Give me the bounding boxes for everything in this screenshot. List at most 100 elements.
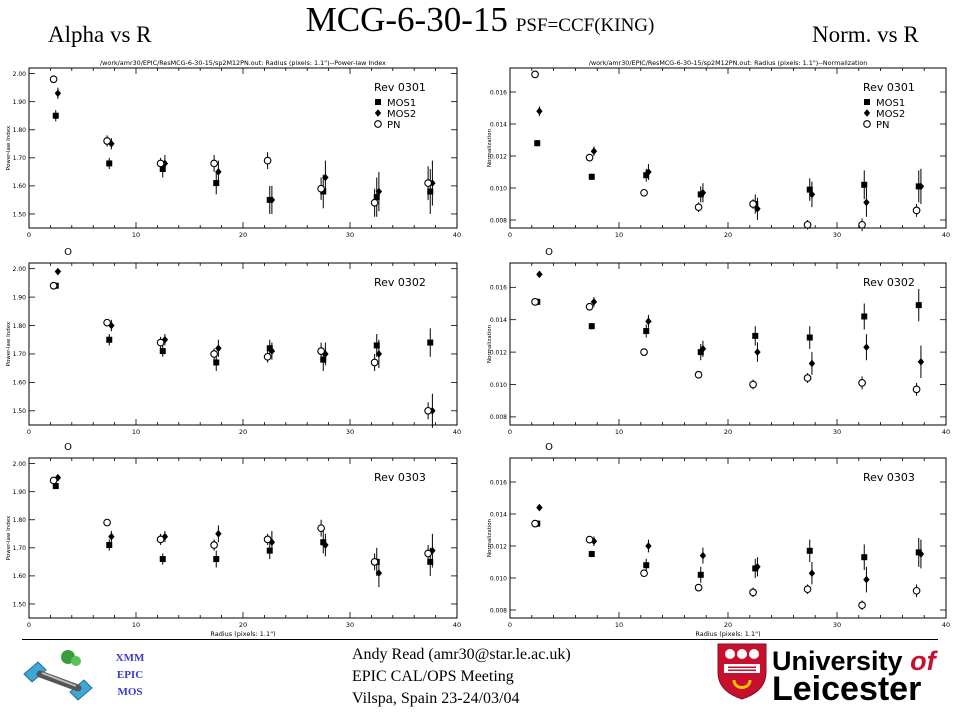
data-point (915, 302, 922, 309)
data-point (694, 583, 703, 592)
data-point (54, 89, 62, 98)
data-point (917, 550, 925, 558)
data-point (640, 569, 648, 578)
panel-label: Rev 0301 (374, 81, 426, 94)
badge-line: XMM (115, 652, 145, 664)
data-point (373, 342, 380, 349)
legend-label: MOS2 (387, 109, 416, 120)
data-point (697, 571, 704, 578)
series-pn (49, 281, 432, 420)
corner-mark: O (545, 247, 553, 258)
xmm-epic-mos-badge: XMM EPIC MOS (104, 650, 156, 701)
y-tick-label: 1.60 (13, 183, 27, 190)
data-point (210, 350, 218, 358)
legend-label: MOS1 (387, 98, 416, 109)
data-point (915, 549, 922, 556)
data-point (858, 220, 866, 229)
data-point (806, 547, 813, 554)
series-mos1 (52, 483, 434, 576)
data-point (806, 334, 813, 341)
satellite-logo (23, 650, 93, 701)
y-tick-label: 0.012 (490, 543, 507, 550)
x-tick-label: 0 (27, 231, 31, 239)
data-point (863, 198, 870, 207)
data-point (210, 159, 218, 168)
x-tick-label: 30 (833, 428, 841, 436)
y-tick-label: 0.008 (490, 607, 507, 614)
x-tick-label: 10 (132, 231, 140, 239)
slide-title: MCG-6-30-15 PSF=CCF(KING) (0, 0, 960, 40)
legend-label: MOS1 (876, 98, 905, 109)
crest-shield-icon (717, 643, 767, 700)
data-point (215, 344, 222, 353)
data-point (588, 173, 595, 180)
x-tick-label: 30 (833, 621, 841, 629)
y-tick-label: 0.010 (490, 185, 507, 192)
x-tick-label: 10 (132, 621, 140, 629)
data-point (754, 348, 761, 356)
data-point (534, 140, 541, 147)
data-point (103, 137, 111, 145)
data-point (263, 535, 272, 544)
y-tick-label: 1.70 (13, 545, 27, 552)
data-point (912, 206, 921, 215)
data-point (424, 406, 432, 415)
y-axis-label: Power-law Index (6, 515, 12, 560)
x-tick-label: 20 (239, 231, 247, 239)
data-point (156, 159, 165, 168)
x-tick-label: 20 (724, 621, 732, 629)
data-point (808, 569, 816, 577)
data-point (699, 189, 707, 197)
corner-mark: O (64, 247, 72, 258)
data-point (159, 348, 166, 355)
data-point (103, 318, 111, 327)
data-point (322, 173, 329, 182)
data-point (697, 191, 704, 198)
data-point (752, 332, 759, 339)
data-point (536, 503, 543, 512)
data-point (536, 270, 543, 279)
data-point (749, 588, 757, 597)
data-point (917, 358, 925, 366)
data-point (588, 323, 595, 330)
data-point (266, 547, 273, 554)
data-point (754, 205, 761, 213)
y-tick-label: 2.00 (13, 266, 27, 273)
chart-norm-rev0301: 0 10 20 30 40 0.008 0.010 0.012 0.014 0.016 Normal… (487, 59, 950, 239)
data-point (159, 166, 166, 173)
series-mos2 (54, 267, 436, 428)
badge-line: EPIC (116, 669, 144, 681)
data-point (861, 181, 868, 188)
data-point (640, 188, 648, 197)
series-mos2 (536, 270, 925, 379)
data-point (54, 267, 62, 276)
data-point (370, 358, 379, 367)
data-point (268, 196, 276, 204)
y-axis-label: Power-law Index (6, 125, 12, 170)
data-point (863, 575, 870, 584)
y-tick-label: 1.80 (13, 517, 27, 524)
data-point (215, 168, 222, 176)
data-point (754, 563, 761, 571)
data-point (752, 565, 759, 572)
data-point (424, 549, 432, 558)
data-point (590, 298, 598, 306)
x-tick-label: 0 (27, 621, 31, 629)
x-tick-label: 40 (453, 621, 461, 629)
data-point (213, 180, 220, 187)
chart-alpha-rev0303: 0 10 20 30 40 1.50 1.60 1.70 1.80 1.90 2.00 Power-l… (6, 442, 461, 638)
footer-venue: Vilspa, Spain 23-24/03/04 (352, 690, 520, 707)
data-point (863, 343, 870, 352)
data-point (694, 370, 703, 379)
data-point (320, 356, 327, 363)
footer-meeting: EPIC CAL/OPS Meeting (352, 668, 514, 685)
slide-title-subtitle: PSF=CCF(KING) (515, 15, 655, 36)
data-point (156, 535, 165, 544)
data-point (52, 483, 59, 490)
data-point (424, 179, 432, 187)
x-tick-label: 40 (942, 428, 950, 436)
y-axis-label: Normalization (487, 518, 493, 557)
series-mos1 (534, 288, 922, 361)
data-point (52, 112, 59, 119)
series-mos2 (536, 106, 925, 220)
